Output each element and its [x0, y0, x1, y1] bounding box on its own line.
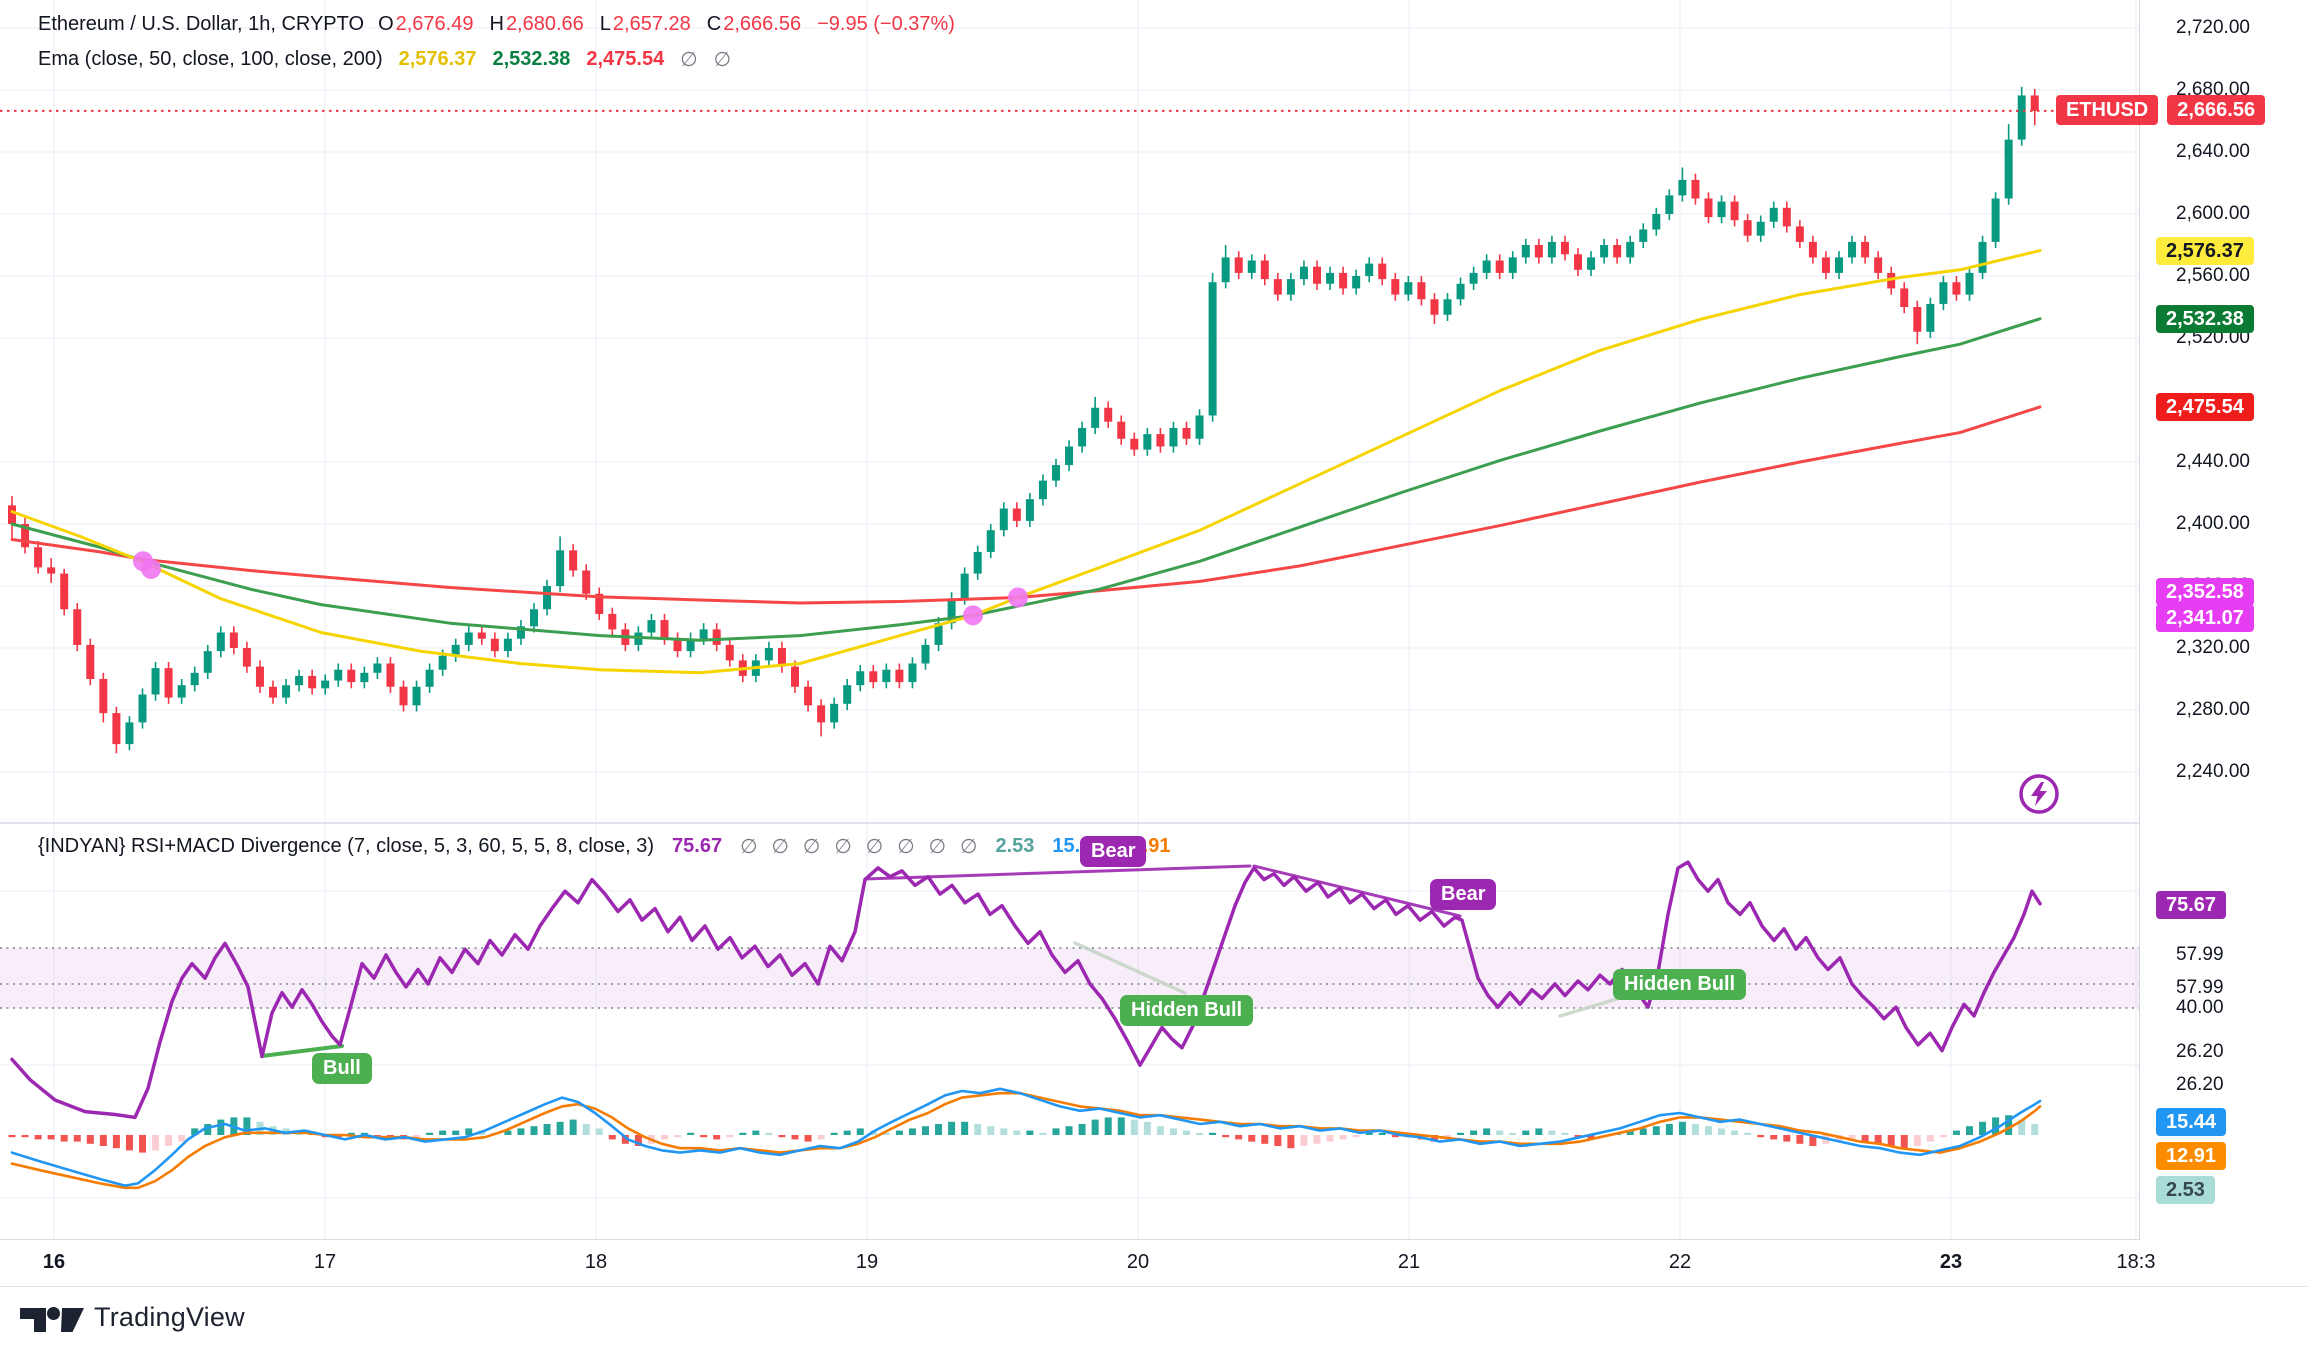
indicator-hist-value: 2.53	[995, 835, 1035, 857]
price-axis-label: 2,680.00	[2176, 79, 2250, 100]
indicator-empty-value: ∅	[834, 836, 852, 858]
indicator-value-badge: 2.53	[2156, 1176, 2215, 1204]
price-axis-label: 2,400.00	[2176, 513, 2250, 534]
time-axis-label: 18:3	[2116, 1251, 2156, 1273]
time-axis-label: 18	[584, 1251, 608, 1273]
price-axis-label: 2,560.00	[2176, 265, 2250, 286]
time-scale[interactable]: 16 17 18 19 20 21 22 23 18:3	[0, 1240, 2308, 1287]
symbol-price-badge: ETHUSD 2,666.56	[2056, 95, 2266, 125]
tradingview-icon	[20, 1306, 84, 1332]
indicator-value-badge: 15.44	[2156, 1108, 2227, 1136]
ema-cross-markers-layer	[133, 551, 1028, 626]
price-axis-label: 2,440.00	[2176, 451, 2250, 472]
indicator-empty-value: ∅	[740, 836, 758, 858]
macd-signal-line-layer	[10, 1091, 2042, 1190]
hidden-bull-badge-1: Hidden Bull	[1120, 995, 1254, 1026]
indicator-axis-label: 57.99	[2176, 944, 2224, 965]
symbol-badge-price: 2,666.56	[2167, 95, 2266, 125]
price-scale[interactable]: 2,720.00 2,680.00 2,640.00 2,600.00 2,560.00…	[2056, 0, 2308, 1240]
price-axis-label: 2,280.00	[2176, 699, 2250, 720]
price-value-badge: 2,532.38	[2156, 305, 2254, 333]
tradingview-logo[interactable]: TradingView	[20, 1302, 245, 1333]
time-axis-label: 21	[1397, 1251, 1421, 1273]
price-change: −9.95 (−0.37%)	[817, 13, 955, 35]
divergence-lines-layer	[260, 864, 1642, 1058]
ohlc-close: C 2,666.56	[706, 13, 802, 35]
gridlines-layer	[0, 0, 2139, 1240]
indicator-empty-value: ∅	[897, 836, 915, 858]
ohlc-low: L 2,657.28	[599, 13, 691, 35]
indicator-axis-label: 26.20	[2176, 1074, 2224, 1095]
ema100-value: 2,532.38	[492, 48, 571, 70]
price-value-badge: 2,341.07	[2156, 604, 2254, 632]
ema50-value: 2,576.37	[398, 48, 477, 70]
indicator-axis-label: 26.20	[2176, 1041, 2224, 1062]
bear-divergence-badge-1: Bear	[1080, 836, 1147, 867]
indicator-empty-value: ∅	[960, 836, 978, 858]
ema-legend-title[interactable]: Ema (close, 50, close, 100, close, 200)	[38, 48, 383, 70]
ema-empty-1: ∅	[680, 49, 698, 71]
indicator-value-badge: 75.67	[2156, 891, 2227, 919]
indicator-empty-value: ∅	[802, 836, 821, 858]
indicator-empty-value: ∅	[771, 836, 789, 858]
tradingview-logotype: TradingView	[94, 1302, 245, 1332]
ema-empty-2: ∅	[713, 49, 732, 71]
price-value-badge: 2,475.54	[2156, 393, 2254, 421]
time-axis-label: 16	[42, 1251, 66, 1273]
indicator-value-badge: 12.91	[2156, 1142, 2227, 1170]
time-axis-label: 17	[313, 1251, 337, 1273]
ema200-value: 2,475.54	[586, 48, 665, 70]
hidden-bull-badge-2: Hidden Bull	[1613, 969, 1747, 1000]
indicator-title[interactable]: {INDYAN} RSI+MACD Divergence (7, close, …	[38, 835, 655, 857]
indicator-empty-value: ∅	[928, 836, 947, 858]
time-axis-label: 20	[1126, 1251, 1150, 1273]
indicator-axis-label: 57.99	[2176, 977, 2224, 998]
price-axis-label: 2,320.00	[2176, 637, 2250, 658]
indicator-empty-value: ∅	[865, 836, 884, 858]
price-axis-label: 2,600.00	[2176, 203, 2250, 224]
price-axis-label: 2,720.00	[2176, 17, 2250, 38]
price-axis-label: 2,640.00	[2176, 141, 2250, 162]
price-axis-label: 2,240.00	[2176, 761, 2250, 782]
rsi-line-layer	[10, 860, 2042, 1120]
price-value-badge: 2,352.58	[2156, 578, 2254, 606]
time-axis-label: 22	[1668, 1251, 1692, 1273]
ohlc-open: O 2,676.49	[378, 13, 474, 35]
indicator-rsi-value: 75.67	[672, 835, 723, 857]
symbol-badge-name: ETHUSD	[2056, 95, 2159, 125]
price-value-badge: 2,576.37	[2156, 237, 2254, 265]
time-axis-label: 23	[1939, 1251, 1963, 1273]
lightning-button[interactable]	[2017, 772, 2061, 816]
time-axis-label: 19	[855, 1251, 879, 1273]
bull-divergence-badge: Bull	[312, 1053, 372, 1084]
candles-layer	[8, 86, 2039, 754]
ohlc-high: H 2,680.66	[489, 13, 584, 35]
symbol-legend-row[interactable]: Ethereum / U.S. Dollar, 1h, CRYPTO O 2,67…	[38, 13, 955, 36]
symbol-title[interactable]: Ethereum / U.S. Dollar, 1h, CRYPTO	[38, 13, 365, 35]
macd-line-layer	[10, 1087, 2042, 1187]
indicator-legend-row[interactable]: {INDYAN} RSI+MACD Divergence (7, close, …	[38, 834, 1171, 859]
indicator-axis-label: 40.00	[2176, 997, 2224, 1018]
ema-legend-row[interactable]: Ema (close, 50, close, 100, close, 200) …	[38, 47, 731, 72]
bear-divergence-badge-2: Bear	[1430, 879, 1497, 910]
pane-borders-layer	[0, 822, 2308, 1241]
ema-lines-layer	[10, 249, 2042, 675]
lightning-bolt-icon	[2031, 782, 2047, 806]
indicator-empty-values: ∅ ∅ ∅ ∅ ∅ ∅ ∅ ∅	[740, 834, 977, 859]
